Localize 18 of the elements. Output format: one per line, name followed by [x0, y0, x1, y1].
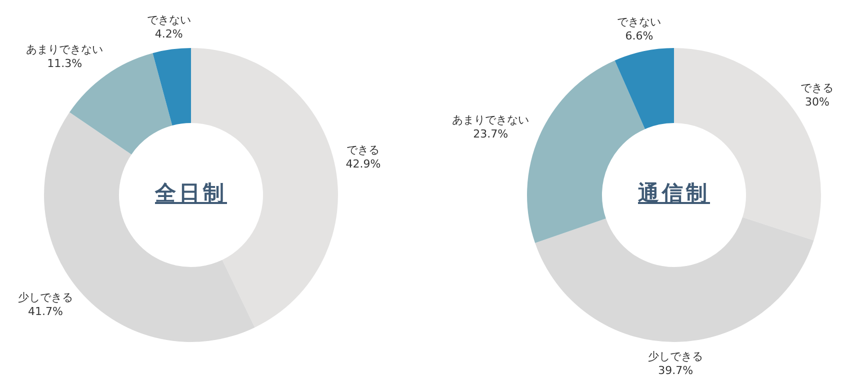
slice-label: 少しできる	[18, 291, 73, 304]
data-label: 11.3%	[47, 57, 82, 70]
data-label: 41.7%	[28, 305, 63, 318]
slice-label: 少しできる	[648, 350, 704, 363]
data-label: 39.7%	[658, 364, 694, 377]
data-label: 30%	[804, 96, 830, 109]
slice-label: あまりできない	[26, 43, 104, 56]
data-label: 6.6%	[625, 29, 654, 42]
data-label: 4.2%	[154, 27, 183, 40]
slice-label: あまりできない	[452, 113, 530, 126]
slice-label: できない	[617, 15, 662, 28]
data-label: 42.9%	[346, 157, 381, 170]
data-label: 23.7%	[473, 127, 508, 140]
text: 通信制	[637, 180, 711, 207]
slice-label: できる	[800, 82, 834, 95]
slice-label: できる	[346, 143, 380, 156]
text: 全日制	[154, 180, 228, 207]
slice-label: できない	[146, 13, 191, 26]
